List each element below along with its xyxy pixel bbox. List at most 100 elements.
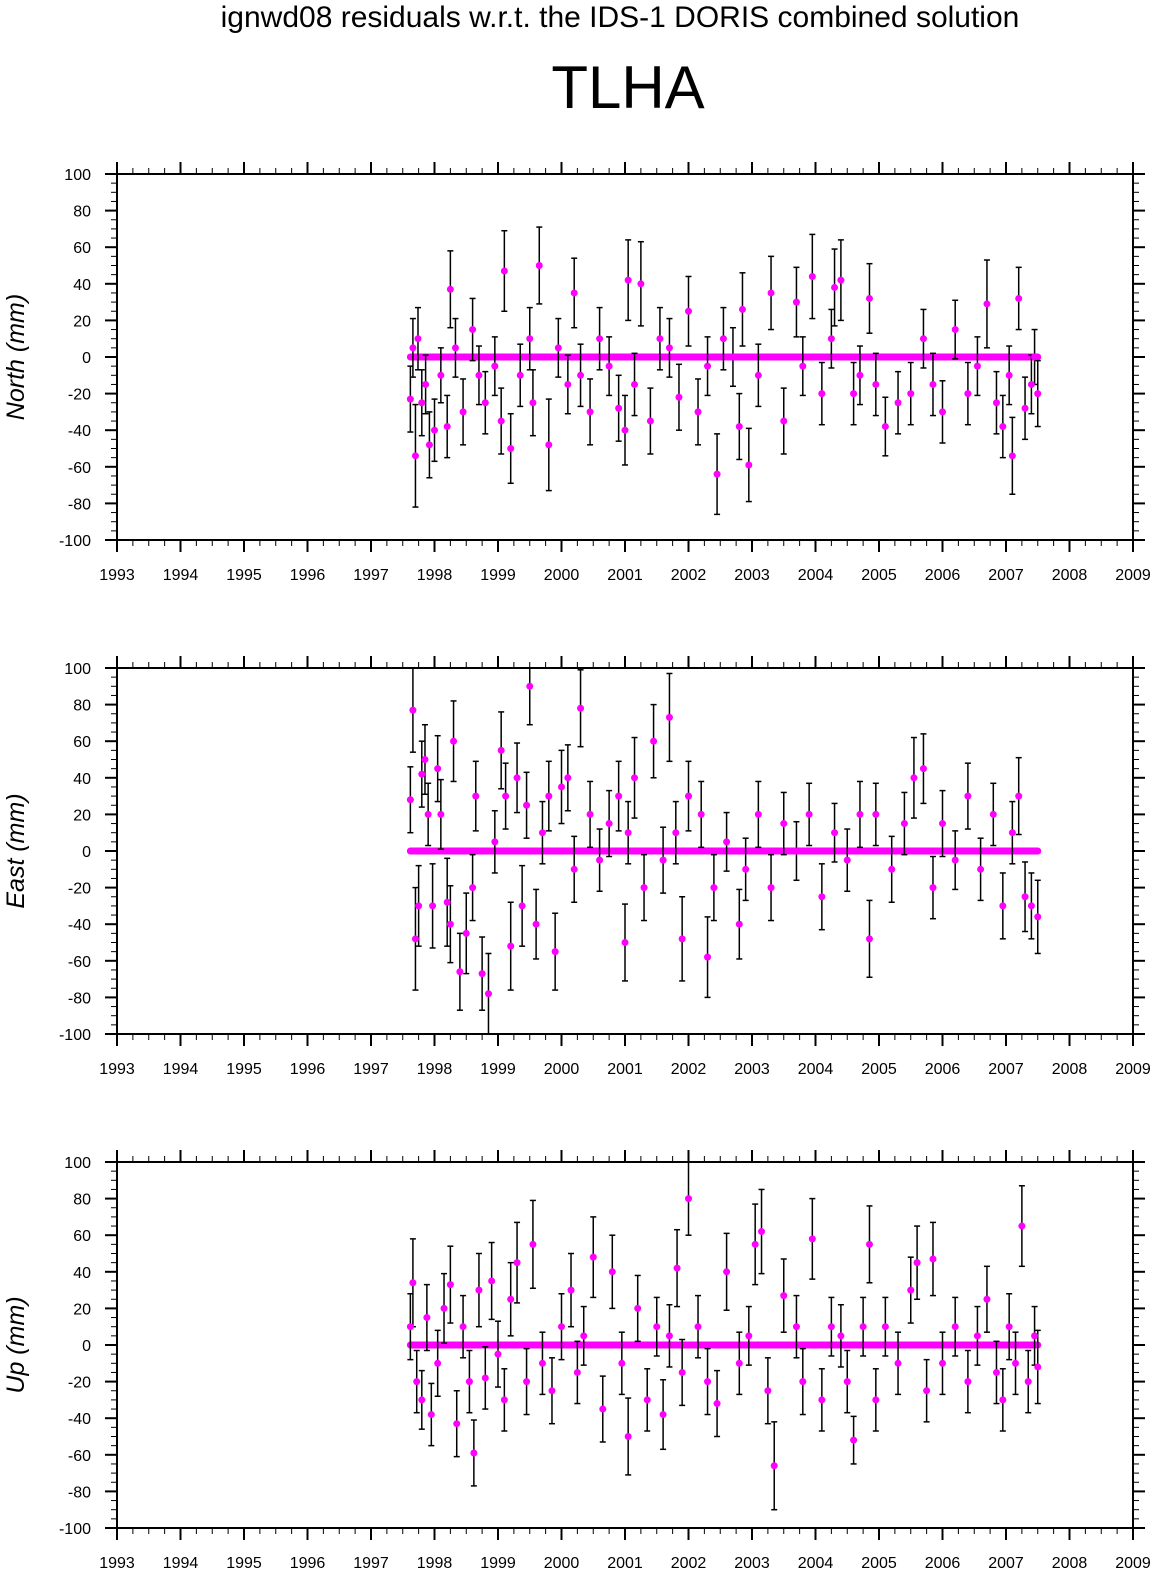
data-point bbox=[414, 335, 422, 343]
y-tick-label: 60 bbox=[73, 240, 91, 257]
data-point bbox=[665, 1332, 673, 1340]
data-point bbox=[704, 362, 712, 370]
data-point bbox=[792, 847, 800, 855]
data-point bbox=[929, 1255, 937, 1263]
data-point bbox=[564, 380, 572, 388]
data-point bbox=[1021, 404, 1029, 412]
data-point bbox=[745, 461, 753, 469]
data-point bbox=[608, 1268, 616, 1276]
data-point bbox=[1005, 371, 1013, 379]
data-point bbox=[472, 792, 480, 800]
data-point bbox=[427, 1411, 435, 1419]
data-point bbox=[415, 902, 423, 910]
y-tick-label: -80 bbox=[68, 1484, 91, 1501]
data-point bbox=[999, 902, 1007, 910]
x-tick-label: 1993 bbox=[99, 1555, 135, 1572]
data-point bbox=[434, 765, 442, 773]
x-tick-label: 2003 bbox=[734, 1555, 770, 1572]
data-point bbox=[459, 408, 467, 416]
data-point bbox=[526, 682, 534, 690]
data-point bbox=[634, 1304, 642, 1312]
data-point bbox=[478, 970, 486, 978]
data-point bbox=[451, 344, 459, 352]
data-point bbox=[1027, 902, 1035, 910]
data-point bbox=[637, 280, 645, 288]
data-point bbox=[596, 856, 604, 864]
data-point bbox=[827, 1323, 835, 1331]
panel-0: 1993 1994 1995 1996 1997 1998 1999 2000 2001 2002… bbox=[2, 162, 1151, 584]
data-point bbox=[475, 1286, 483, 1294]
data-point bbox=[665, 344, 673, 352]
data-point bbox=[1031, 1332, 1039, 1340]
data-point bbox=[856, 371, 864, 379]
data-point bbox=[406, 1323, 414, 1331]
y-tick-label: 100 bbox=[64, 1155, 91, 1172]
data-point bbox=[421, 756, 429, 763]
y-tick-label: 20 bbox=[73, 313, 91, 330]
data-point bbox=[406, 395, 414, 403]
data-point bbox=[767, 884, 775, 892]
data-point bbox=[450, 737, 458, 745]
data-point bbox=[973, 362, 981, 370]
x-tick-label: 2003 bbox=[734, 567, 770, 584]
x-tick-label: 1997 bbox=[353, 1061, 389, 1078]
data-point bbox=[538, 1359, 546, 1367]
y-tick-label: -40 bbox=[68, 917, 91, 934]
data-point bbox=[526, 335, 534, 343]
y-axis-label: North (mm) bbox=[2, 294, 30, 420]
data-point bbox=[481, 399, 489, 407]
data-point bbox=[513, 1259, 521, 1267]
x-tick-label: 2001 bbox=[607, 1555, 643, 1572]
data-point bbox=[1024, 1378, 1032, 1386]
data-point bbox=[437, 371, 445, 379]
x-tick-label: 1994 bbox=[163, 1555, 199, 1572]
data-layer bbox=[406, 226, 1042, 516]
data-point bbox=[818, 390, 826, 398]
data-point bbox=[570, 865, 578, 873]
data-layer bbox=[406, 668, 1042, 1034]
data-point bbox=[913, 1259, 921, 1267]
data-point bbox=[621, 426, 629, 434]
data-point bbox=[704, 1378, 712, 1386]
data-point bbox=[1015, 294, 1023, 302]
data-point bbox=[596, 335, 604, 343]
data-point bbox=[992, 399, 1000, 407]
data-point bbox=[923, 1387, 931, 1395]
data-point bbox=[425, 441, 433, 449]
x-tick-label: 2006 bbox=[925, 567, 961, 584]
y-tick-label: 80 bbox=[73, 698, 91, 715]
x-tick-label: 2008 bbox=[1052, 567, 1088, 584]
data-point bbox=[919, 335, 927, 343]
x-tick-label: 1999 bbox=[480, 1061, 516, 1078]
data-point bbox=[900, 820, 908, 828]
y-tick-label: 0 bbox=[82, 1338, 91, 1355]
data-point bbox=[1027, 380, 1035, 388]
data-point bbox=[723, 1268, 731, 1276]
data-point bbox=[659, 856, 667, 864]
data-point bbox=[586, 810, 594, 818]
y-tick-label: -20 bbox=[68, 387, 91, 404]
data-point bbox=[939, 820, 946, 828]
data-point bbox=[434, 1359, 442, 1367]
data-point bbox=[554, 344, 562, 352]
y-tick-label: -20 bbox=[68, 881, 91, 898]
data-point bbox=[413, 1378, 421, 1386]
x-tick-label: 2000 bbox=[544, 1061, 580, 1078]
data-point bbox=[446, 1281, 454, 1289]
data-point bbox=[735, 423, 743, 431]
x-tick-label: 1996 bbox=[290, 567, 326, 584]
data-point bbox=[831, 829, 839, 837]
data-point bbox=[535, 262, 543, 269]
data-point bbox=[1034, 1363, 1042, 1371]
data-point bbox=[631, 774, 639, 782]
x-tick-label: 2007 bbox=[988, 567, 1024, 584]
data-point bbox=[502, 792, 510, 800]
data-point bbox=[1018, 1222, 1026, 1230]
data-point bbox=[418, 1396, 426, 1404]
data-point bbox=[545, 792, 553, 800]
x-tick-label: 2006 bbox=[925, 1061, 961, 1078]
data-point bbox=[500, 267, 508, 275]
x-tick-label: 1998 bbox=[417, 1555, 453, 1572]
y-tick-label: -60 bbox=[68, 954, 91, 971]
x-tick-label: 2002 bbox=[671, 1555, 707, 1572]
